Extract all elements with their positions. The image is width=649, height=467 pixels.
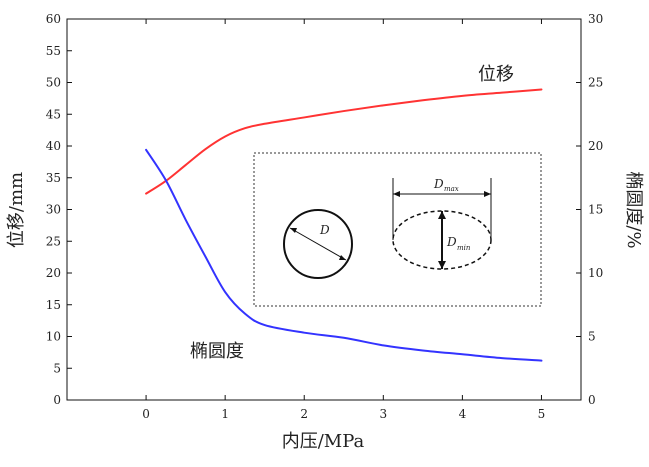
y-left-tick-label: 50 [46, 76, 61, 90]
axes-layer: 0 1 2 3 4 50510152025303540455055600510152025… [46, 12, 604, 421]
y-axis-left-title: 位移/mm [6, 172, 27, 248]
series-label-displacement: 位移 [478, 64, 514, 85]
dmax-arrow-right [484, 191, 491, 197]
y-right-tick-label: 10 [588, 266, 603, 280]
x-tick-label: 1 [221, 407, 229, 421]
dmin-label: D [446, 235, 457, 249]
x-tick-label: 5 [538, 407, 546, 421]
y-right-tick-label: 15 [588, 203, 603, 217]
y-right-tick-label: 0 [588, 393, 596, 407]
x-tick-label: 2 [300, 407, 308, 421]
series-label-ovality: 椭圆度 [190, 341, 244, 362]
x-tick-label: 4 [459, 407, 467, 421]
diameter-arrow-end [339, 255, 346, 260]
inset-diagram: D D max D min [253, 152, 542, 307]
x-tick-label: 0 [142, 407, 150, 421]
y-left-tick-label: 55 [46, 44, 61, 58]
series-line-displacement [145, 88, 543, 195]
dmax-arrow-left [393, 191, 400, 197]
x-tick-label: 3 [379, 407, 387, 421]
y-left-tick-label: 25 [46, 234, 61, 248]
dmin-arrow-bottom [438, 261, 446, 269]
y-left-tick-label: 5 [53, 361, 61, 375]
y-left-tick-label: 10 [46, 330, 61, 344]
y-left-tick-label: 60 [46, 12, 61, 26]
y-axis-right-title: 椭圆度/% [623, 171, 644, 248]
y-left-tick-label: 45 [46, 107, 61, 121]
dmax-label: D [433, 177, 444, 191]
y-left-tick-label: 15 [46, 298, 61, 312]
series-layer [145, 88, 543, 362]
y-right-tick-label: 30 [588, 12, 603, 26]
circle-section [283, 209, 353, 279]
dmax-subscript: max [444, 185, 459, 193]
dmin-arrow-top [438, 211, 446, 219]
y-left-tick-label: 40 [46, 139, 61, 153]
x-axis-title: 内压/MPa [282, 431, 365, 452]
dmin-subscript: min [457, 244, 471, 252]
diameter-line [289, 227, 347, 261]
y-left-tick-label: 20 [46, 266, 61, 280]
y-right-tick-label: 20 [588, 139, 603, 153]
diameter-arrow-start [290, 228, 297, 233]
label-layer: 位移 椭圆度 内压/MPa 位移/mm 椭圆度/% [6, 64, 644, 452]
diameter-label: D [319, 223, 330, 237]
y-right-tick-label: 5 [588, 330, 596, 344]
y-left-tick-label: 30 [46, 203, 61, 217]
series-line-ovality [145, 148, 543, 362]
y-left-tick-label: 0 [53, 393, 61, 407]
y-right-tick-label: 25 [588, 76, 603, 90]
y-left-tick-label: 35 [46, 171, 61, 185]
